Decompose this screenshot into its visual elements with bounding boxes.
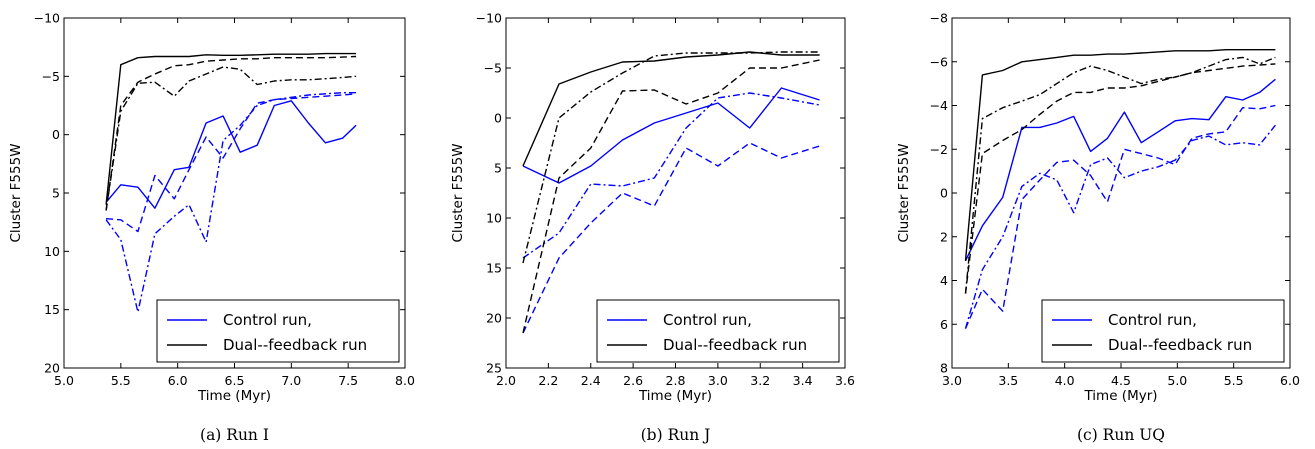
subfigure-caption: (c) Run UQ bbox=[1077, 426, 1165, 444]
x-axis-label: Time (Myr) bbox=[197, 388, 271, 404]
series-line-control-dashdot bbox=[964, 124, 1276, 329]
y-tick-label: −4 bbox=[930, 98, 948, 113]
y-tick-label: 0 bbox=[494, 111, 502, 126]
legend-label: Control run, bbox=[223, 311, 312, 329]
subfigure-caption: (a) Run I bbox=[200, 426, 269, 444]
series-line-dual-solid bbox=[522, 51, 820, 167]
series-line-control-solid bbox=[522, 87, 820, 184]
subfigure-caption: (b) Run J bbox=[641, 426, 711, 444]
legend: Control run, Dual--feedback run bbox=[1041, 299, 1285, 363]
series-line-dual-dashed bbox=[964, 63, 1276, 294]
y-tick-label: 0 bbox=[52, 127, 60, 142]
y-tick-label: 10 bbox=[44, 244, 60, 259]
legend-label: Dual--feedback run bbox=[1108, 336, 1252, 354]
x-tick-label: 5.0 bbox=[1167, 373, 1187, 388]
y-tick-label: −10 bbox=[34, 11, 60, 26]
x-tick-label: 2.8 bbox=[666, 373, 686, 388]
x-tick-label: 3.6 bbox=[835, 373, 855, 388]
x-tick-label: 3.0 bbox=[942, 373, 962, 388]
y-tick-label: 15 bbox=[44, 302, 60, 317]
series-line-dual-dashdot bbox=[105, 66, 357, 211]
series-line-control-dashdot bbox=[522, 92, 820, 259]
x-tick-label: 6.0 bbox=[168, 373, 188, 388]
y-tick-label: 20 bbox=[44, 361, 60, 376]
series-line-control-dashed bbox=[106, 93, 357, 233]
x-tick-label: 3.5 bbox=[998, 373, 1018, 388]
series-line-dual-dashdot bbox=[522, 51, 820, 264]
chart-panel-1: 5.0 5.5 6.0 6.5 7.0 7.5 8.0 −10 −5 0 5 10 15 20 Time (… bbox=[8, 11, 415, 445]
chart-panel-2: 2.0 2.2 2.4 2.6 2.8 3.0 3.2 3.4 3.6 −10 −5 0 5 10 15 20… bbox=[450, 11, 855, 445]
x-tick-label: 6.5 bbox=[225, 373, 245, 388]
series-line-dual-solid bbox=[105, 52, 357, 205]
y-tick-label: 15 bbox=[486, 261, 502, 276]
series-line-control-solid bbox=[105, 100, 357, 209]
y-tick-label: −10 bbox=[476, 11, 502, 26]
series-line-control-dashdot bbox=[105, 91, 357, 313]
legend: Control run, Dual--feedback run bbox=[156, 299, 400, 363]
legend-box bbox=[156, 299, 400, 363]
x-tick-label: 2.0 bbox=[496, 373, 516, 388]
x-axis-label: Time (Myr) bbox=[1083, 388, 1157, 404]
x-tick-label: 4.5 bbox=[1111, 373, 1131, 388]
y-axis-label: Cluster F555W bbox=[450, 143, 466, 242]
y-tick-label: 10 bbox=[486, 211, 502, 226]
x-tick-label: 7.0 bbox=[281, 373, 301, 388]
series-line-control-dashed bbox=[522, 142, 820, 334]
x-tick-label: 3.4 bbox=[793, 373, 813, 388]
y-tick-label: −2 bbox=[930, 142, 948, 157]
x-tick-label: 7.5 bbox=[338, 373, 358, 388]
y-tick-label: 4 bbox=[940, 273, 948, 288]
legend-label: Control run, bbox=[663, 311, 752, 329]
x-tick-label: 6.0 bbox=[1280, 373, 1300, 388]
x-tick-label: 5.5 bbox=[1224, 373, 1244, 388]
legend-label: Control run, bbox=[1108, 311, 1197, 329]
y-tick-label: 8 bbox=[940, 361, 948, 376]
y-tick-label: −6 bbox=[930, 54, 948, 69]
y-tick-label: 2 bbox=[940, 229, 948, 244]
legend-box bbox=[596, 299, 840, 363]
x-tick-label: 3.0 bbox=[708, 373, 728, 388]
x-tick-label: 5.0 bbox=[54, 373, 74, 388]
x-tick-label: 4.0 bbox=[1055, 373, 1075, 388]
series-line-dual-dashdot bbox=[964, 56, 1276, 294]
series-group bbox=[105, 52, 357, 313]
y-tick-label: 20 bbox=[486, 311, 502, 326]
legend-label: Dual--feedback run bbox=[223, 336, 367, 354]
series-group bbox=[522, 51, 820, 334]
x-tick-label: 2.6 bbox=[623, 373, 643, 388]
x-tick-label: 8.0 bbox=[395, 373, 415, 388]
legend-label: Dual--feedback run bbox=[663, 336, 807, 354]
y-axis-label: Cluster F555W bbox=[896, 143, 912, 242]
series-line-control-solid bbox=[964, 78, 1276, 262]
x-tick-label: 2.4 bbox=[581, 373, 601, 388]
legend: Control run, Dual--feedback run bbox=[596, 299, 840, 363]
y-tick-label: 25 bbox=[486, 361, 502, 376]
series-line-control-dashed bbox=[964, 104, 1276, 329]
series-line-dual-dashed bbox=[105, 55, 357, 211]
y-tick-label: 6 bbox=[940, 317, 948, 332]
series-group bbox=[964, 49, 1276, 329]
x-axis-label: Time (Myr) bbox=[638, 388, 712, 404]
series-line-dual-solid bbox=[964, 49, 1276, 261]
x-tick-label: 5.5 bbox=[111, 373, 131, 388]
series-line-dual-dashed bbox=[522, 59, 820, 334]
y-tick-label: 0 bbox=[940, 186, 948, 201]
y-tick-label: −5 bbox=[484, 61, 502, 76]
y-tick-label: −5 bbox=[42, 69, 60, 84]
x-tick-label: 3.2 bbox=[750, 373, 770, 388]
legend-box bbox=[1041, 299, 1285, 363]
y-axis-label: Cluster F555W bbox=[8, 143, 24, 242]
x-tick-label: 2.2 bbox=[538, 373, 558, 388]
y-tick-label: 5 bbox=[52, 186, 60, 201]
y-tick-label: −8 bbox=[930, 11, 948, 26]
y-tick-label: 5 bbox=[494, 161, 502, 176]
chart-panel-3: 3.0 3.5 4.0 4.5 5.0 5.5 6.0 −8 −6 −4 −2 0 2 4 6 8 Time (… bbox=[896, 11, 1300, 445]
